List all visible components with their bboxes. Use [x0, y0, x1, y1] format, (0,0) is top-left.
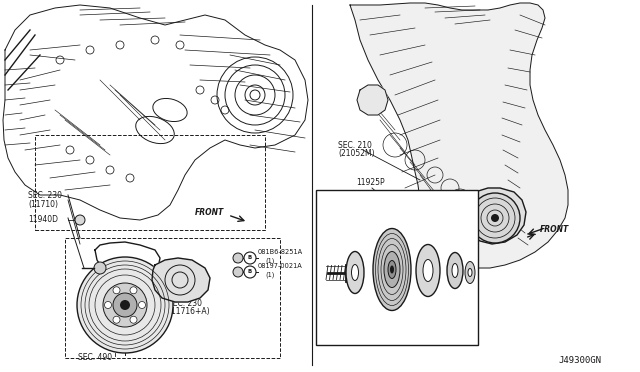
Text: FRONT: FRONT — [195, 208, 224, 217]
Circle shape — [113, 316, 120, 323]
Circle shape — [138, 301, 145, 308]
Text: (11710): (11710) — [28, 199, 58, 208]
Ellipse shape — [346, 251, 364, 294]
Ellipse shape — [384, 251, 400, 288]
Text: (11716+A): (11716+A) — [168, 307, 210, 316]
Circle shape — [233, 253, 243, 263]
Polygon shape — [357, 85, 388, 115]
Text: 11932N: 11932N — [448, 235, 477, 244]
Ellipse shape — [423, 260, 433, 282]
Ellipse shape — [452, 263, 458, 278]
Ellipse shape — [373, 228, 411, 311]
Circle shape — [233, 267, 243, 277]
Text: (21052M): (21052M) — [338, 149, 374, 158]
Polygon shape — [152, 258, 210, 302]
Text: 08197-0021A: 08197-0021A — [258, 263, 303, 269]
Ellipse shape — [416, 244, 440, 296]
Polygon shape — [350, 3, 568, 268]
Bar — [316, 190, 478, 345]
Circle shape — [104, 301, 111, 308]
Circle shape — [130, 287, 137, 294]
Circle shape — [113, 287, 120, 294]
Text: 11940D: 11940D — [28, 215, 58, 224]
Text: SEC. 230: SEC. 230 — [28, 192, 62, 201]
Circle shape — [103, 283, 147, 327]
Circle shape — [94, 262, 106, 274]
Text: 081B6-8251A: 081B6-8251A — [258, 249, 303, 255]
Text: SEC. 210: SEC. 210 — [338, 141, 372, 150]
Circle shape — [491, 214, 499, 222]
Circle shape — [244, 266, 256, 278]
Text: SEC. 490: SEC. 490 — [78, 353, 112, 362]
Bar — [35, 135, 265, 230]
Ellipse shape — [468, 269, 472, 276]
Text: B: B — [248, 255, 252, 260]
Circle shape — [130, 316, 137, 323]
Text: SEC. 230: SEC. 230 — [168, 299, 202, 308]
Text: 11925E: 11925E — [316, 313, 345, 322]
Bar — [65, 238, 280, 358]
Ellipse shape — [447, 253, 463, 289]
Circle shape — [244, 252, 256, 264]
Ellipse shape — [388, 260, 396, 279]
Text: (1): (1) — [265, 271, 275, 278]
Text: 11925P: 11925P — [356, 178, 385, 187]
Text: (1): (1) — [265, 257, 275, 263]
Text: 11915+A: 11915+A — [440, 249, 476, 258]
Text: 11927N: 11927N — [395, 191, 425, 200]
Text: 11915: 11915 — [322, 238, 346, 247]
Text: J49300GN: J49300GN — [558, 356, 601, 365]
Circle shape — [75, 215, 85, 225]
Polygon shape — [465, 188, 526, 244]
Circle shape — [113, 293, 137, 317]
Ellipse shape — [390, 266, 394, 273]
Circle shape — [120, 300, 130, 310]
Text: B: B — [248, 269, 252, 274]
Circle shape — [470, 193, 520, 243]
Circle shape — [77, 257, 173, 353]
Text: FRONT: FRONT — [540, 225, 569, 234]
Ellipse shape — [351, 264, 358, 280]
Ellipse shape — [465, 262, 475, 283]
